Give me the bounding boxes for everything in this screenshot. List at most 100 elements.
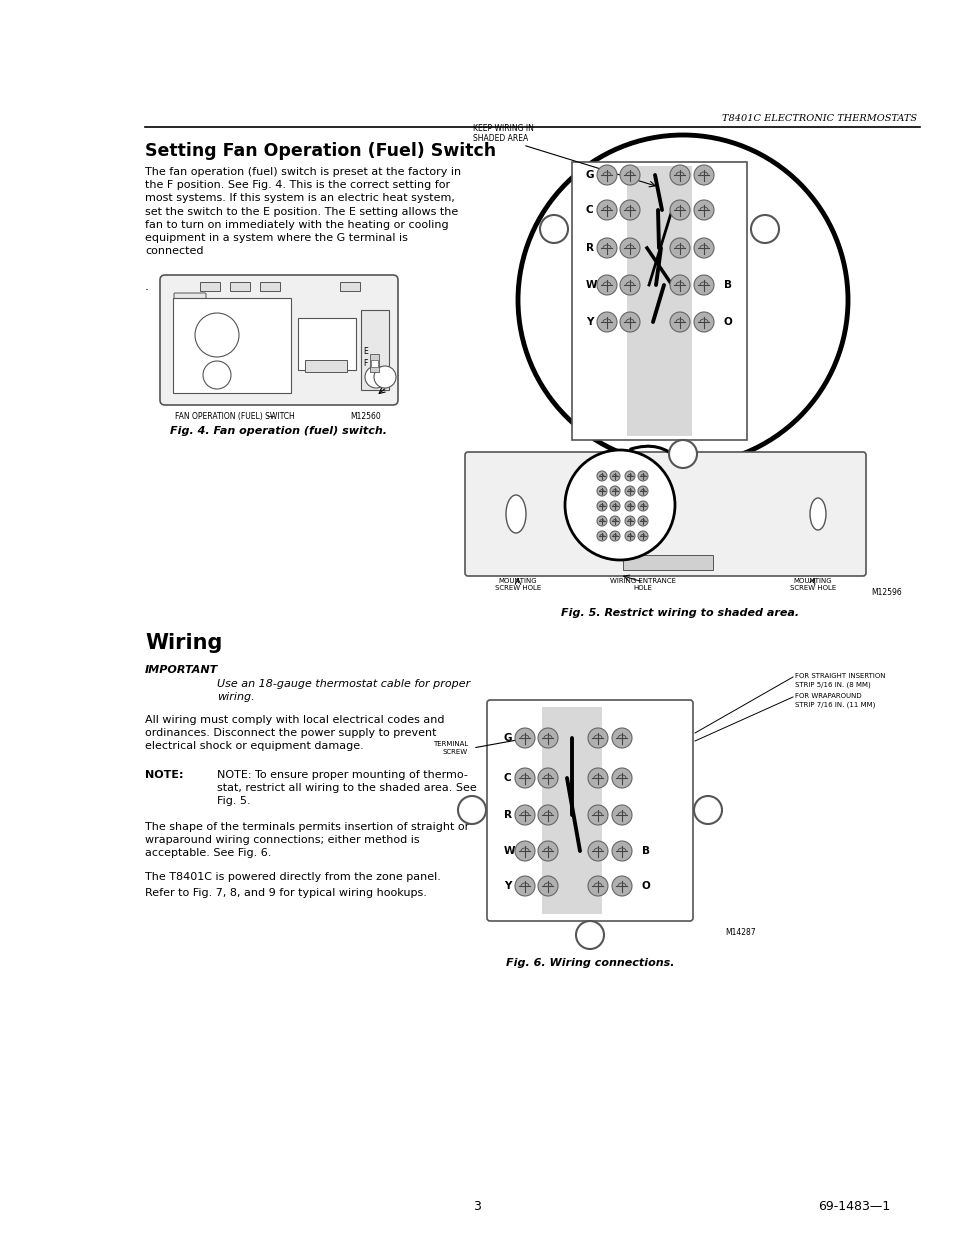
Bar: [626, 165, 691, 436]
Text: The shape of the terminals permits insertion of straight or
wraparound wiring co: The shape of the terminals permits inser…: [145, 823, 469, 858]
Text: R: R: [503, 810, 512, 820]
Circle shape: [537, 727, 558, 748]
Bar: [339, 282, 359, 291]
Text: WIRING ENTRANCE
HOLE: WIRING ENTRANCE HOLE: [609, 578, 676, 592]
Circle shape: [587, 805, 607, 825]
Circle shape: [624, 471, 635, 480]
Circle shape: [515, 727, 535, 748]
Circle shape: [365, 366, 387, 388]
Text: Fig. 5. Restrict wiring to shaded area.: Fig. 5. Restrict wiring to shaded area.: [560, 608, 799, 618]
Circle shape: [609, 516, 619, 526]
Circle shape: [624, 487, 635, 496]
Text: Use an 18-gauge thermostat cable for proper
wiring.: Use an 18-gauge thermostat cable for pro…: [216, 679, 470, 703]
Text: C: C: [503, 773, 511, 783]
Circle shape: [619, 312, 639, 332]
Text: B: B: [641, 846, 649, 856]
Text: E: E: [363, 347, 367, 357]
Circle shape: [693, 275, 713, 295]
Circle shape: [515, 768, 535, 788]
Text: FAN OPERATION (FUEL) SWITCH: FAN OPERATION (FUEL) SWITCH: [175, 412, 294, 421]
Circle shape: [693, 238, 713, 258]
Circle shape: [669, 275, 689, 295]
Text: FOR STRAIGHT INSERTION: FOR STRAIGHT INSERTION: [794, 673, 884, 679]
Text: stat, restrict all wiring to the shaded area. See: stat, restrict all wiring to the shaded …: [216, 783, 477, 793]
Text: Refer to Fig. 7, 8, and 9 for typical wiring hookups.: Refer to Fig. 7, 8, and 9 for typical wi…: [145, 888, 426, 898]
Circle shape: [609, 487, 619, 496]
Circle shape: [564, 450, 675, 559]
Text: .: .: [145, 280, 149, 293]
Text: 3: 3: [473, 1200, 480, 1213]
Circle shape: [693, 312, 713, 332]
Circle shape: [612, 768, 631, 788]
Ellipse shape: [505, 495, 525, 534]
Bar: [200, 282, 220, 291]
Circle shape: [693, 200, 713, 220]
Text: Fig. 4. Fan operation (fuel) switch.: Fig. 4. Fan operation (fuel) switch.: [171, 426, 387, 436]
Text: Fig. 6. Wiring connections.: Fig. 6. Wiring connections.: [505, 958, 674, 968]
Circle shape: [609, 501, 619, 511]
Text: Fig. 5.: Fig. 5.: [216, 797, 251, 806]
Text: W: W: [503, 846, 515, 856]
FancyBboxPatch shape: [486, 700, 692, 921]
Text: M12596: M12596: [870, 588, 901, 597]
Circle shape: [587, 876, 607, 897]
Circle shape: [537, 768, 558, 788]
Text: The T8401C is powered directly from the zone panel.: The T8401C is powered directly from the …: [145, 872, 440, 882]
Circle shape: [515, 805, 535, 825]
Circle shape: [609, 471, 619, 480]
Circle shape: [587, 841, 607, 861]
Circle shape: [624, 501, 635, 511]
Circle shape: [638, 531, 647, 541]
Circle shape: [669, 312, 689, 332]
Text: 69-1483—1: 69-1483—1: [817, 1200, 889, 1213]
Bar: [297, 317, 355, 370]
Circle shape: [638, 487, 647, 496]
FancyBboxPatch shape: [464, 452, 865, 576]
Text: W: W: [585, 280, 597, 290]
Text: The fan operation (fuel) switch is preset at the factory in
the F position. See : The fan operation (fuel) switch is prese…: [145, 167, 460, 256]
Text: —: —: [195, 412, 274, 421]
Circle shape: [668, 440, 697, 468]
Circle shape: [597, 200, 617, 220]
Circle shape: [597, 501, 606, 511]
Text: O: O: [641, 881, 650, 890]
Circle shape: [619, 165, 639, 185]
Text: O: O: [723, 317, 732, 327]
Circle shape: [537, 876, 558, 897]
Text: G: G: [503, 734, 512, 743]
Bar: [360, 310, 389, 390]
Text: C: C: [585, 205, 593, 215]
Circle shape: [609, 531, 619, 541]
Circle shape: [537, 805, 558, 825]
Circle shape: [612, 876, 631, 897]
Text: All wiring must comply with local electrical codes and
ordinances. Disconnect th: All wiring must comply with local electr…: [145, 715, 444, 751]
Circle shape: [597, 165, 617, 185]
Circle shape: [515, 876, 535, 897]
Circle shape: [576, 921, 603, 948]
Circle shape: [374, 366, 395, 388]
Text: NOTE: To ensure proper mounting of thermo-: NOTE: To ensure proper mounting of therm…: [216, 769, 467, 781]
Circle shape: [638, 516, 647, 526]
Text: R: R: [585, 243, 594, 253]
Text: NOTE:: NOTE:: [145, 769, 183, 781]
Text: STRIP 5/16 IN. (8 MM): STRIP 5/16 IN. (8 MM): [794, 682, 870, 688]
Text: MOUNTING
SCREW HOLE: MOUNTING SCREW HOLE: [789, 578, 835, 592]
Text: KEEP WIRING IN
SHADED AREA: KEEP WIRING IN SHADED AREA: [473, 124, 534, 143]
Ellipse shape: [809, 498, 825, 530]
Text: M12560: M12560: [350, 412, 380, 421]
Circle shape: [587, 768, 607, 788]
Circle shape: [597, 312, 617, 332]
Circle shape: [203, 361, 231, 389]
Bar: [541, 706, 601, 914]
Circle shape: [597, 471, 606, 480]
Circle shape: [619, 275, 639, 295]
Text: MOUNTING
SCREW HOLE: MOUNTING SCREW HOLE: [495, 578, 540, 592]
Circle shape: [457, 797, 485, 824]
Text: B: B: [723, 280, 731, 290]
Circle shape: [619, 238, 639, 258]
Circle shape: [597, 275, 617, 295]
Text: STRIP 7/16 IN. (11 MM): STRIP 7/16 IN. (11 MM): [794, 701, 875, 709]
Circle shape: [539, 215, 567, 243]
Bar: [305, 359, 347, 372]
Circle shape: [619, 200, 639, 220]
